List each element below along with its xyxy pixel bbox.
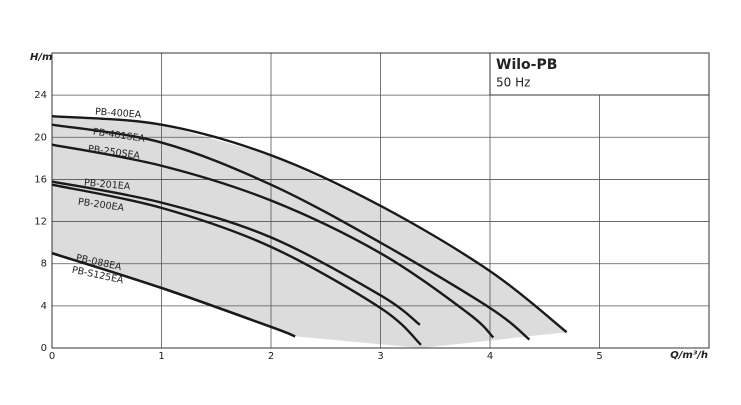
x-tick-label: 0 bbox=[49, 351, 55, 362]
pump-curve bbox=[51, 180, 421, 326]
pump-curve bbox=[51, 123, 531, 341]
pump-curve bbox=[51, 183, 422, 346]
title-box bbox=[489, 52, 710, 96]
pump-curve bbox=[51, 115, 568, 334]
x-tick-label: 5 bbox=[596, 351, 602, 362]
chart-title: Wilo-PB bbox=[496, 57, 557, 73]
y-axis-label: H/m bbox=[30, 52, 52, 63]
chart-subtitle: 50 Hz bbox=[496, 76, 530, 90]
y-tick-label: 4 bbox=[41, 301, 47, 312]
y-tick-label: 20 bbox=[34, 132, 47, 143]
y-tick-label: 24 bbox=[34, 90, 47, 101]
y-tick-label: 12 bbox=[34, 217, 47, 228]
curve-label: PB-201EA bbox=[84, 178, 132, 193]
y-tick-label: 8 bbox=[41, 259, 47, 270]
pump-curve bbox=[51, 252, 296, 338]
x-tick-label: 3 bbox=[377, 351, 383, 362]
x-tick-label: 1 bbox=[158, 351, 164, 362]
y-tick-label: 0 bbox=[41, 343, 47, 354]
curve-label: PB-400EA bbox=[95, 107, 142, 121]
x-tick-label: 2 bbox=[268, 351, 274, 362]
pump-curve bbox=[51, 143, 495, 339]
x-axis-label: Q/m³/h bbox=[670, 350, 708, 361]
plot-frame bbox=[51, 52, 710, 349]
plot-area bbox=[51, 52, 710, 349]
x-tick-label: 4 bbox=[487, 351, 493, 362]
y-tick-label: 16 bbox=[34, 174, 47, 185]
